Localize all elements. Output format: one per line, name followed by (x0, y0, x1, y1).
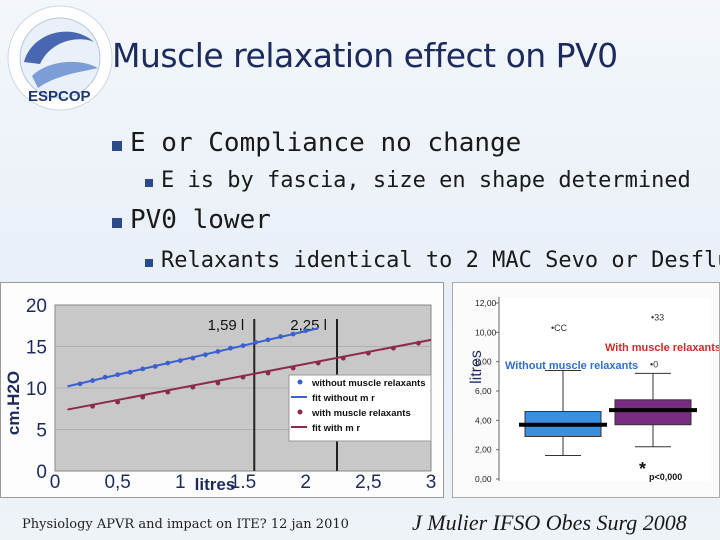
boxplot-outlier-label: •CC (551, 323, 568, 333)
scatter-point (340, 355, 346, 361)
scatter-point (365, 350, 371, 356)
scatter-x-tick: 2,5 (355, 472, 381, 493)
scatter-point (391, 345, 396, 351)
scatter-point (115, 399, 121, 405)
boxplot-y-tick: 12,00 (475, 298, 497, 308)
scatter-x-tick: 2 (300, 472, 311, 493)
scatter-legend-label: fit without m r (312, 393, 375, 404)
footer-right-text: J Mulier IFSO Obes Surg 2008 (412, 510, 687, 535)
bullet-1: E or Compliance no change (112, 128, 521, 158)
scatter-vline-label: 2,25 l (290, 317, 327, 334)
scatter-point (190, 384, 196, 390)
scatter-point (165, 389, 171, 395)
legend-marker-icon (297, 379, 303, 385)
scatter-point (315, 360, 321, 366)
scatter-point (278, 334, 283, 339)
scatter-point (77, 381, 83, 387)
scatter-point (90, 378, 95, 383)
bullet-3-text: PV0 lower (130, 205, 271, 235)
boxplot-group-label: Without muscle relaxants (505, 360, 638, 372)
scatter-point (115, 372, 121, 378)
scatter-point (240, 374, 246, 380)
scatter-point (303, 328, 309, 334)
boxplot-outlier-label: •0 (650, 360, 658, 370)
boxplot-y-tick: 6,00 (475, 386, 492, 396)
bullet-3: PV0 lower (112, 205, 271, 235)
scatter-y-tick: 10 (26, 379, 47, 400)
scatter-y-tick: 15 (26, 338, 47, 359)
scatter-legend-label: fit with m r (312, 423, 360, 434)
scatter-y-tick: 0 (36, 462, 47, 483)
scatter-point (215, 349, 221, 354)
scatter-point (290, 365, 296, 371)
boxplot-y-axis-label: litres (468, 350, 485, 384)
scatter-point (215, 380, 221, 386)
scatter-x-axis-label: litres (195, 475, 236, 494)
boxplot-significance: * (639, 459, 646, 479)
scatter-point (152, 364, 158, 369)
boxplot-y-tick: 4,00 (475, 415, 492, 425)
scatter-y-axis-label: cm.H2O (4, 371, 23, 435)
bullet-2: E is by fascia, size en shape determined (145, 168, 691, 193)
scatter-point (190, 355, 196, 361)
scatter-x-tick: 0 (50, 472, 61, 493)
scatter-point (253, 339, 258, 345)
scatter-chart: 0 5 10 15 20 0 0,5 1 1.5 2 2,5 3 cm.H2O litres 1,59… (4, 296, 437, 494)
scatter-fit-line (67, 338, 432, 411)
boxplot-box (614, 399, 692, 426)
scatter-point (265, 337, 271, 343)
boxplot-chart-panel: 0,00 2,00 4,00 6,00 8,00 10,00 12,00 litres •C… (452, 282, 720, 498)
bullet-square-icon (145, 179, 153, 187)
scatter-point (265, 370, 271, 376)
boxplot-y-tick: 8,00 (475, 357, 492, 367)
boxplot-y-tick: 2,00 (475, 445, 492, 455)
scatter-point (140, 366, 146, 372)
scatter-x-tick: 1 (175, 472, 186, 493)
boxplot-group-label: With muscle relaxants (605, 342, 719, 354)
scatter-point (240, 343, 246, 349)
bullet-1-text: E or Compliance no change (130, 128, 522, 158)
scatter-legend-label: with muscle relaxants (311, 408, 411, 419)
scatter-legend-label: without muscle relaxants (311, 378, 426, 389)
scatter-y-tick: 5 (36, 421, 47, 442)
scatter-legend-box (288, 374, 432, 442)
scatter-point (90, 403, 95, 409)
bullet-square-icon (112, 218, 122, 228)
scatter-point (165, 360, 171, 366)
scatter-point (290, 331, 296, 337)
boxplot-p-value: p<0,000 (649, 472, 682, 482)
scatter-vline-label: 1,59 l (208, 317, 245, 334)
boxplot-outlier-label: •33 (651, 313, 664, 323)
boxplot-y-tick: 10,00 (475, 327, 497, 337)
scatter-point (177, 358, 183, 364)
legend-marker-icon (297, 409, 303, 415)
scatter-point (127, 369, 133, 375)
boxplot-y-tick: 0,00 (475, 474, 492, 484)
scatter-point (102, 374, 108, 380)
scatter-point (140, 394, 146, 400)
espcop-logo: ESPCOP (7, 5, 113, 111)
logo-brand-text: ESPCOP (28, 88, 91, 105)
boxplot-chart: 0,00 2,00 4,00 6,00 8,00 10,00 12,00 litres •C… (468, 297, 720, 484)
scatter-point (416, 340, 421, 346)
bullet-square-icon (145, 259, 153, 267)
scatter-y-tick: 20 (26, 296, 47, 317)
scatter-point (203, 352, 208, 358)
slide-title: Muscle relaxation effect on PV0 (112, 36, 618, 75)
scatter-chart-panel: 0 5 10 15 20 0 0,5 1 1.5 2 2,5 3 cm.H2O litres 1,59… (0, 282, 444, 498)
bullet-square-icon (112, 141, 122, 151)
footer-left-text: Physiology APVR and impact on ITE? 12 ja… (22, 517, 349, 532)
scatter-point (228, 345, 233, 351)
scatter-x-tick: 1.5 (230, 472, 256, 493)
bullet-4-text: Relaxants identical to 2 MAC Sevo or Des… (161, 248, 720, 273)
bullet-4: Relaxants identical to 2 MAC Sevo or Des… (145, 248, 720, 273)
bullet-2-text: E is by fascia, size en shape determined (161, 168, 691, 193)
scatter-x-tick: 0,5 (104, 472, 130, 493)
scatter-x-tick: 3 (426, 472, 437, 493)
